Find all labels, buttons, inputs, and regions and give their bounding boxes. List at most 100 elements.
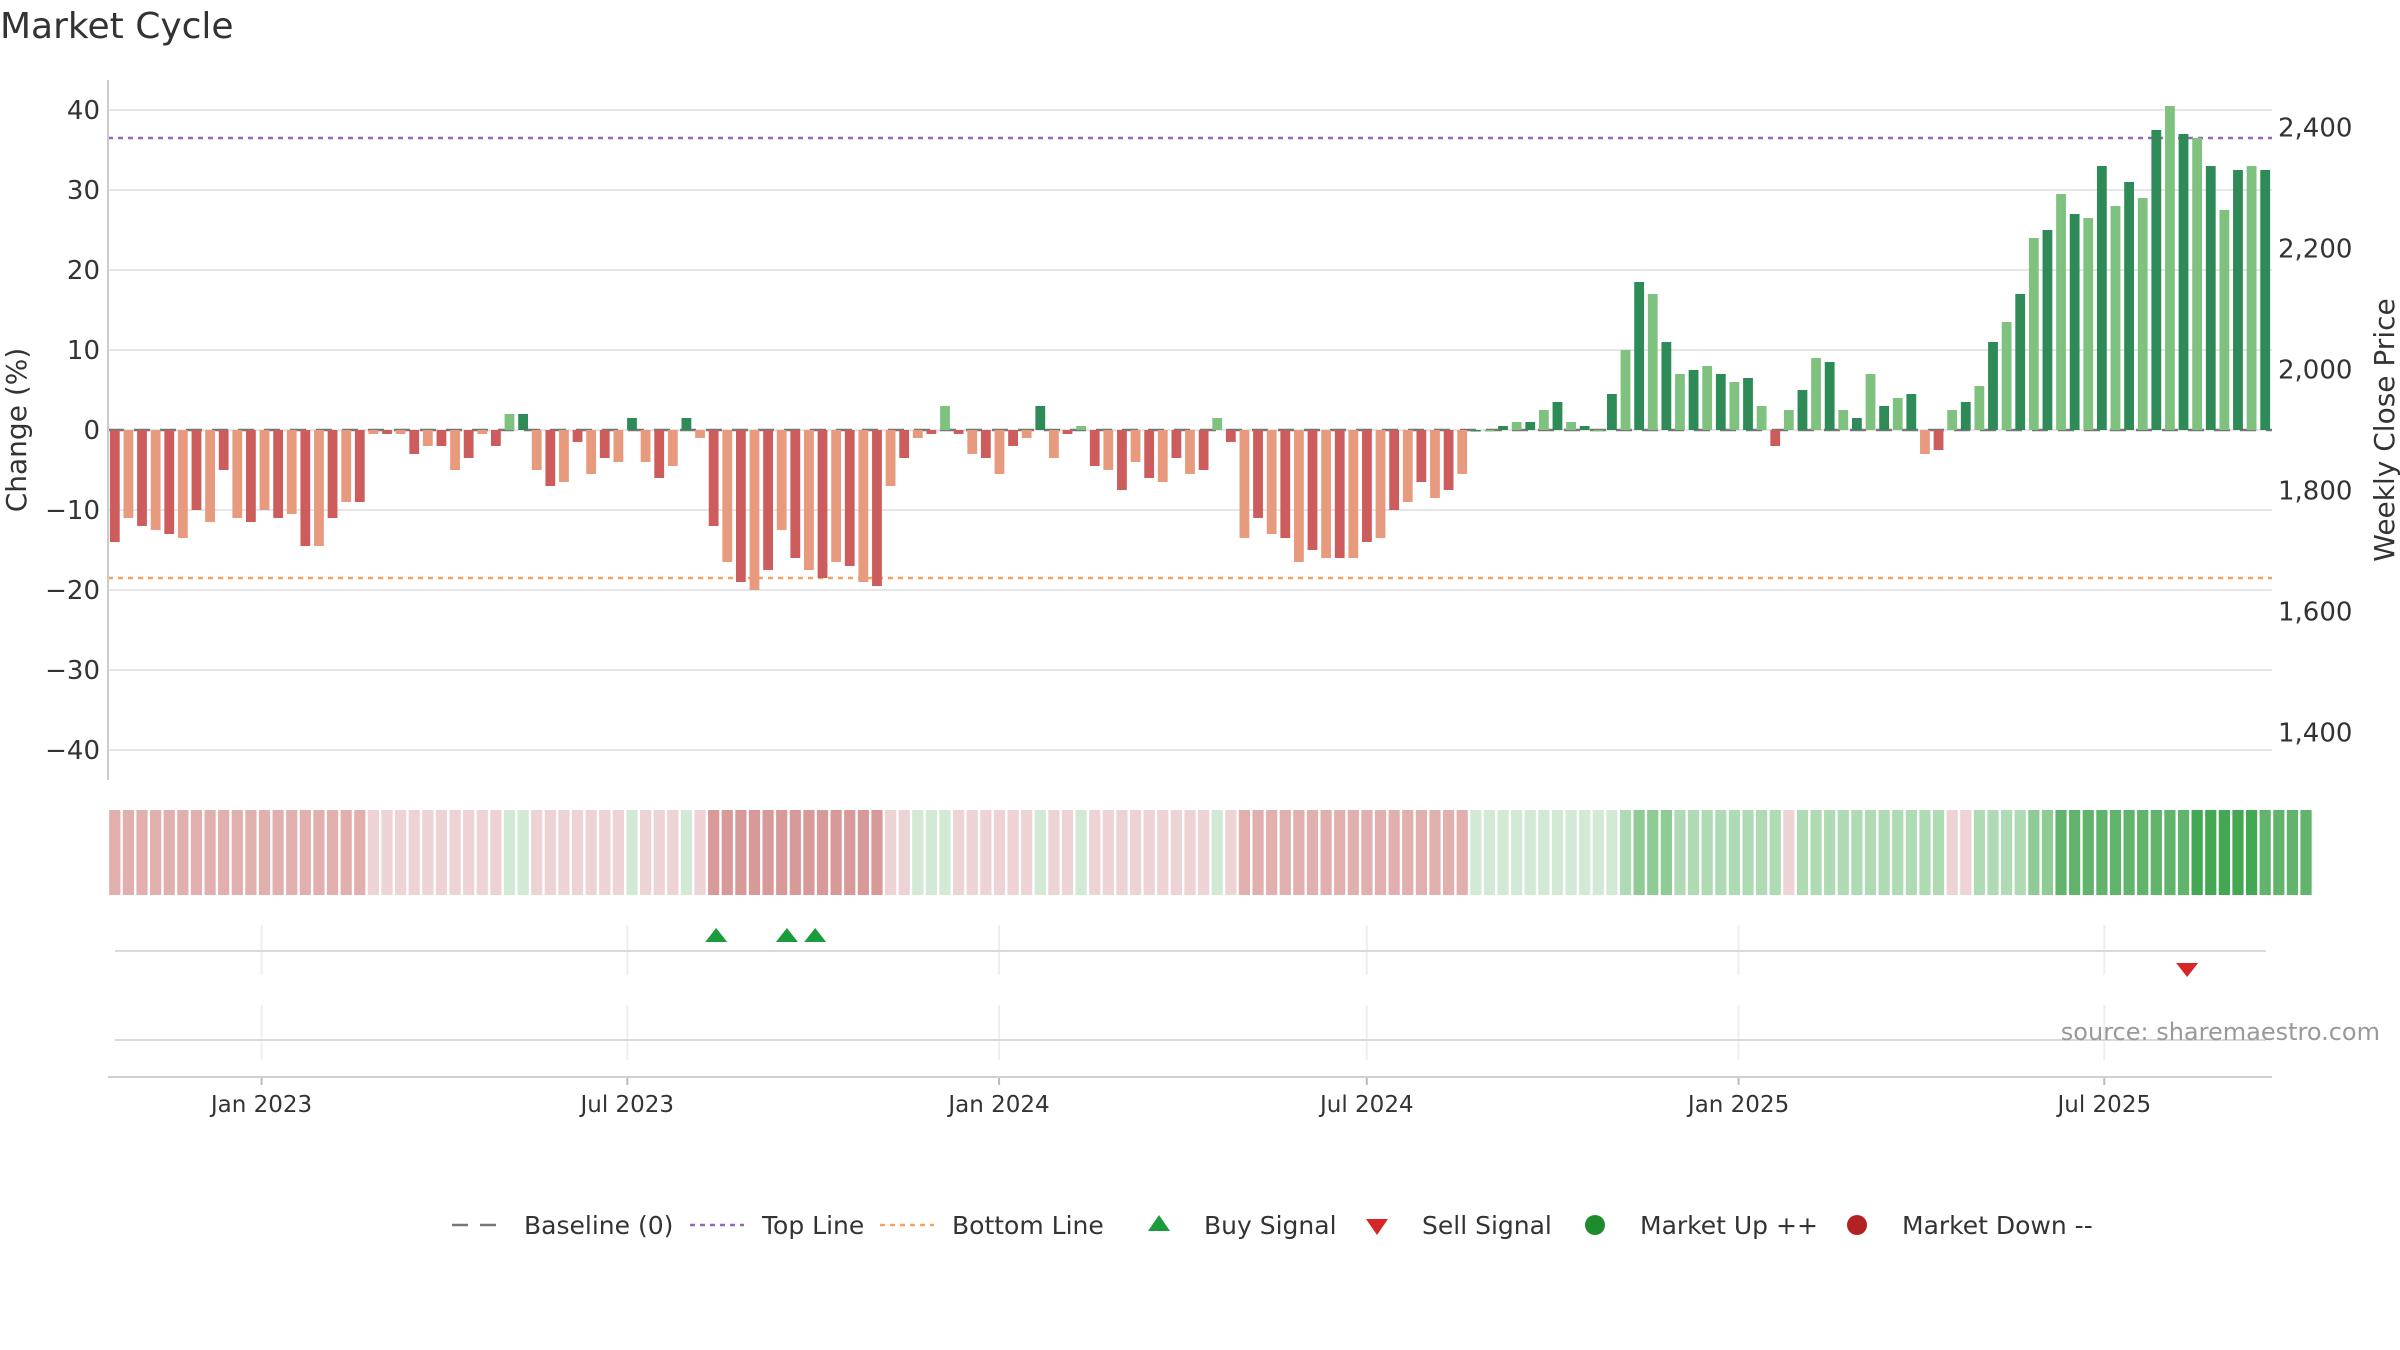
heat-cell (980, 810, 992, 895)
heat-cell (2055, 810, 2067, 895)
heat-cell (1334, 810, 1346, 895)
bar (1117, 430, 1127, 490)
heat-cell (816, 810, 829, 895)
bar (1960, 402, 1971, 430)
bar (572, 430, 583, 442)
bar (1225, 430, 1236, 442)
bar (1362, 430, 1372, 542)
bar (177, 430, 188, 538)
heat-cell (2000, 810, 2013, 895)
bar (967, 430, 978, 454)
bar (1457, 430, 1468, 474)
y-tick-label: −10 (45, 496, 100, 526)
heat-cell (912, 810, 924, 895)
bar (477, 430, 488, 434)
heat-cell (299, 810, 311, 895)
bar-series (109, 106, 2271, 590)
bar (1198, 430, 1209, 470)
bar (1443, 430, 1454, 490)
heat-cell (2164, 810, 2176, 895)
y2-tick-label: 2,400 (2278, 114, 2352, 144)
bar (150, 430, 161, 530)
heat-cell (1619, 810, 1632, 895)
heat-cell (1565, 810, 1577, 895)
bar (1920, 430, 1930, 454)
bar (1715, 374, 1726, 430)
bar (872, 430, 882, 586)
bar (1593, 430, 1604, 432)
bar (1089, 430, 1100, 466)
bar (2137, 198, 2148, 430)
bar (1375, 430, 1386, 538)
legend-label: Top Line (761, 1211, 864, 1240)
bar (2001, 322, 2012, 430)
y-tick-label: 20 (67, 256, 100, 286)
y2-tick-label: 2,200 (2278, 235, 2352, 265)
bar (1266, 430, 1277, 534)
heat-cell (1061, 810, 1074, 895)
heat-cell (925, 810, 938, 895)
bar (735, 430, 746, 582)
heat-cell (272, 810, 284, 895)
bar (1851, 418, 1862, 430)
heat-cell (245, 810, 257, 895)
heat-cell (2177, 810, 2190, 895)
bar (776, 430, 787, 530)
heat-cell (2069, 810, 2081, 895)
bar (2110, 206, 2121, 430)
bar (382, 430, 392, 434)
heat-cell (1429, 810, 1441, 895)
heat-cell (2191, 810, 2203, 895)
heat-cell (1225, 810, 1237, 895)
heat-cell (1783, 810, 1795, 895)
heat-cell (639, 810, 652, 895)
bar (1470, 430, 1481, 432)
bar (912, 430, 923, 438)
grid-layer (108, 109, 2272, 751)
buy-signal-marker (804, 928, 827, 942)
heat-cell (1864, 810, 1877, 895)
x-tick-label: Jan 2025 (1686, 1092, 1789, 1118)
heat-cell (2286, 810, 2299, 895)
heat-cell (1551, 810, 1564, 895)
bar (926, 430, 937, 434)
heat-cell (2300, 810, 2312, 895)
heat-cell (408, 810, 420, 895)
bar (368, 430, 379, 434)
bar (790, 430, 801, 558)
bar (2219, 210, 2230, 430)
bar (1498, 426, 1508, 430)
heat-cell (2096, 810, 2108, 895)
heat-cell (1048, 810, 1060, 895)
heat-cell (1715, 810, 1727, 895)
heat-cell (1987, 810, 1999, 895)
y2-tick-label: 2,000 (2278, 356, 2352, 386)
bar (191, 430, 202, 510)
bar (1307, 430, 1318, 550)
heat-cell (449, 810, 461, 895)
legend-label: Sell Signal (1422, 1211, 1552, 1240)
bar (1103, 430, 1114, 470)
sell-signal-marker (2176, 963, 2199, 977)
bar (831, 430, 842, 562)
heat-strip (109, 810, 2312, 895)
legend-label: Buy Signal (1204, 1211, 1337, 1240)
heat-cell (2123, 810, 2135, 895)
bar (654, 430, 665, 478)
buy-signal-marker (705, 928, 728, 942)
heat-cell (1320, 810, 1332, 895)
bar (1062, 430, 1073, 434)
bar (708, 430, 719, 526)
heat-cell (163, 810, 175, 895)
heat-cell (463, 810, 475, 895)
y-tick-label: −20 (45, 576, 100, 606)
heat-cell (1579, 810, 1591, 895)
bar (436, 430, 447, 446)
heat-cell (150, 810, 162, 895)
bar (1525, 422, 1536, 430)
bar (273, 430, 284, 518)
bar (1566, 422, 1576, 430)
signal-panel: Jan 2023 Jul 2023 Jan 2024 Jul 2024 Jan 2025… (108, 925, 2272, 1118)
bar (1824, 362, 1835, 430)
